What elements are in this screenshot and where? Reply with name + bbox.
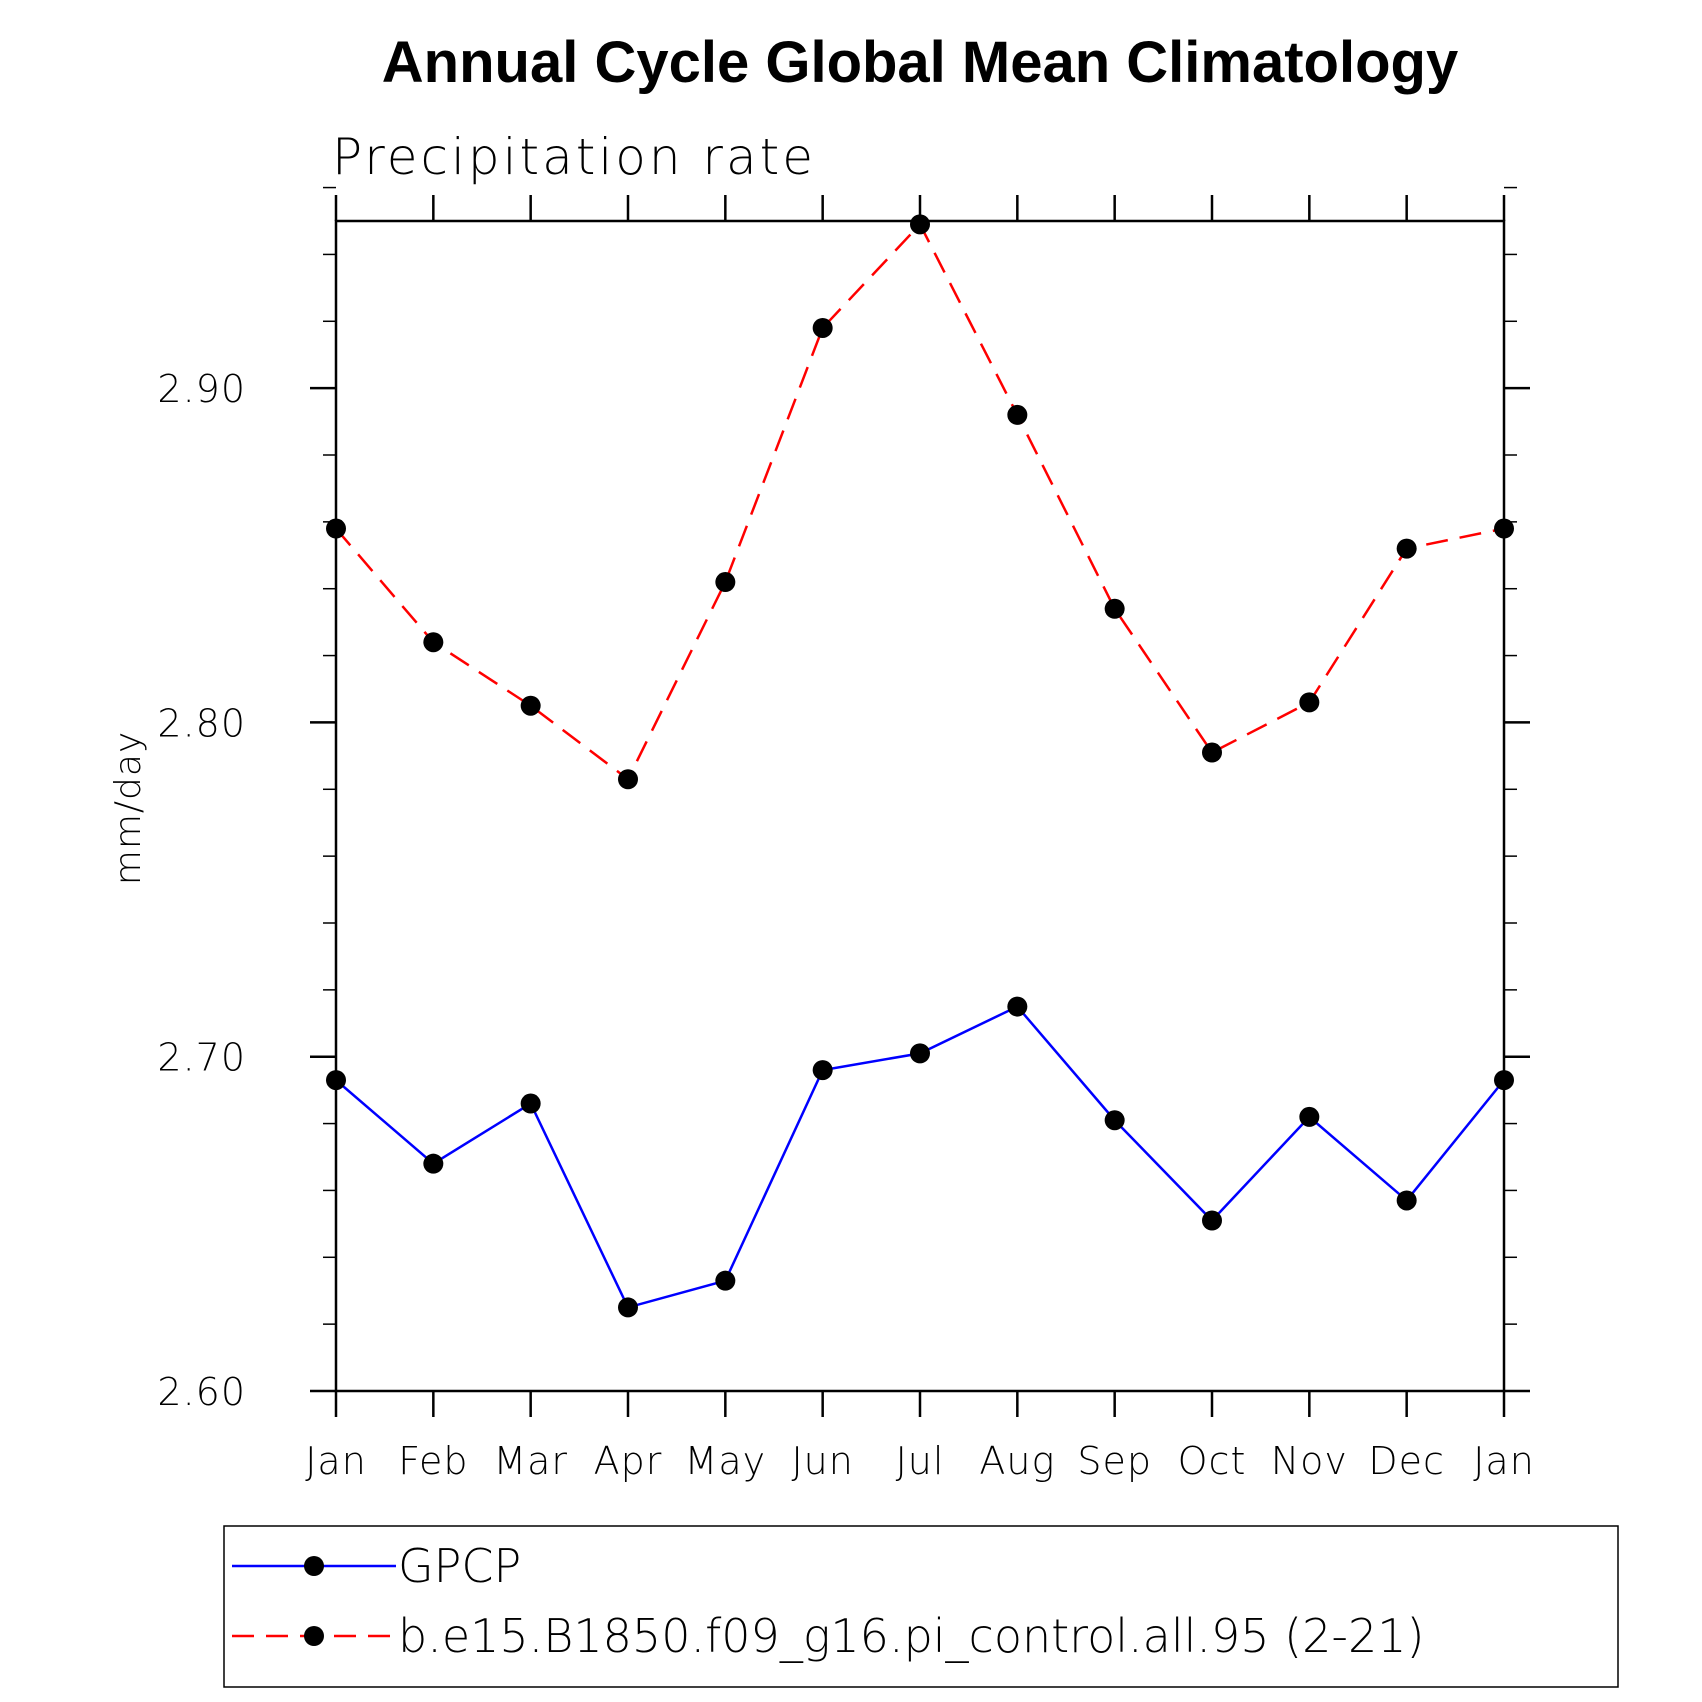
legend-label-1: b.e15.B1850.f09_g16.pi_control.all.95 (2…: [398, 1609, 1424, 1663]
x-tick-labels: Jan Feb Mar Apr May Jun Jul Aug Sep Oct Nov Dec Jan: [305, 1439, 1535, 1483]
data-point: [1007, 996, 1028, 1017]
x-tick-label: Jan: [305, 1439, 367, 1483]
series-lines: [335, 222, 1505, 1309]
data-point: [1202, 742, 1222, 763]
legend-label-0: GPCP: [398, 1539, 521, 1593]
x-tick-label: Jun: [791, 1439, 853, 1483]
legend: GPCP b.e15.B1850.f09_g16.pi_control.all.9…: [223, 1525, 1619, 1688]
data-point: [910, 214, 930, 235]
data-point: [1104, 1110, 1125, 1131]
y-tick-label: 2.80: [157, 701, 246, 745]
x-tick-label: Dec: [1368, 1439, 1445, 1483]
legend-box: [223, 1525, 1619, 1688]
chart-title: Annual Cycle Global Mean Climatology: [382, 30, 1458, 95]
data-point: [812, 1060, 833, 1081]
x-tick-label: Jul: [896, 1439, 945, 1483]
plot-frame: [334, 219, 1506, 1393]
data-point: [1104, 598, 1125, 619]
data-point: [618, 1297, 638, 1318]
x-tick-label: May: [685, 1439, 767, 1483]
x-tick-label: Aug: [979, 1439, 1055, 1483]
y-tick-labels: 2.60 2.70 2.80 2.90: [157, 367, 246, 1414]
x-tick-label: Nov: [1271, 1439, 1348, 1483]
x-tick-label: Apr: [594, 1439, 663, 1483]
axis-ticks: [310, 186, 1530, 1417]
y-tick-label: 2.90: [157, 367, 246, 411]
y-tick-label: 2.60: [157, 1370, 246, 1414]
data-point: [618, 769, 638, 790]
chart-subtitle: Precipitation rate: [332, 128, 816, 186]
legend-marker: [304, 1556, 324, 1576]
x-tick-label: Oct: [1178, 1439, 1247, 1483]
legend-marker: [304, 1626, 324, 1646]
data-point: [812, 317, 833, 338]
data-point: [1396, 538, 1417, 559]
data-point: [1202, 1210, 1222, 1231]
x-tick-label: Feb: [398, 1439, 468, 1483]
series-line-1: [335, 222, 1505, 782]
x-tick-label: Mar: [493, 1439, 568, 1483]
data-point: [1396, 1190, 1417, 1211]
data-point: [423, 632, 444, 653]
y-axis-label: mm/day: [108, 731, 149, 885]
data-point: [1299, 692, 1320, 713]
data-point: [1299, 1106, 1320, 1127]
data-point: [910, 1043, 930, 1064]
x-tick-label: Jan: [1473, 1439, 1535, 1483]
y-tick-label: 2.70: [157, 1036, 246, 1080]
data-point: [715, 572, 736, 593]
data-point: [520, 695, 541, 716]
data-point: [715, 1270, 736, 1291]
data-point: [1007, 404, 1028, 425]
data-point: [520, 1093, 541, 1114]
series-markers: [326, 214, 1514, 1318]
data-point: [423, 1153, 444, 1174]
x-tick-label: Sep: [1077, 1439, 1152, 1483]
